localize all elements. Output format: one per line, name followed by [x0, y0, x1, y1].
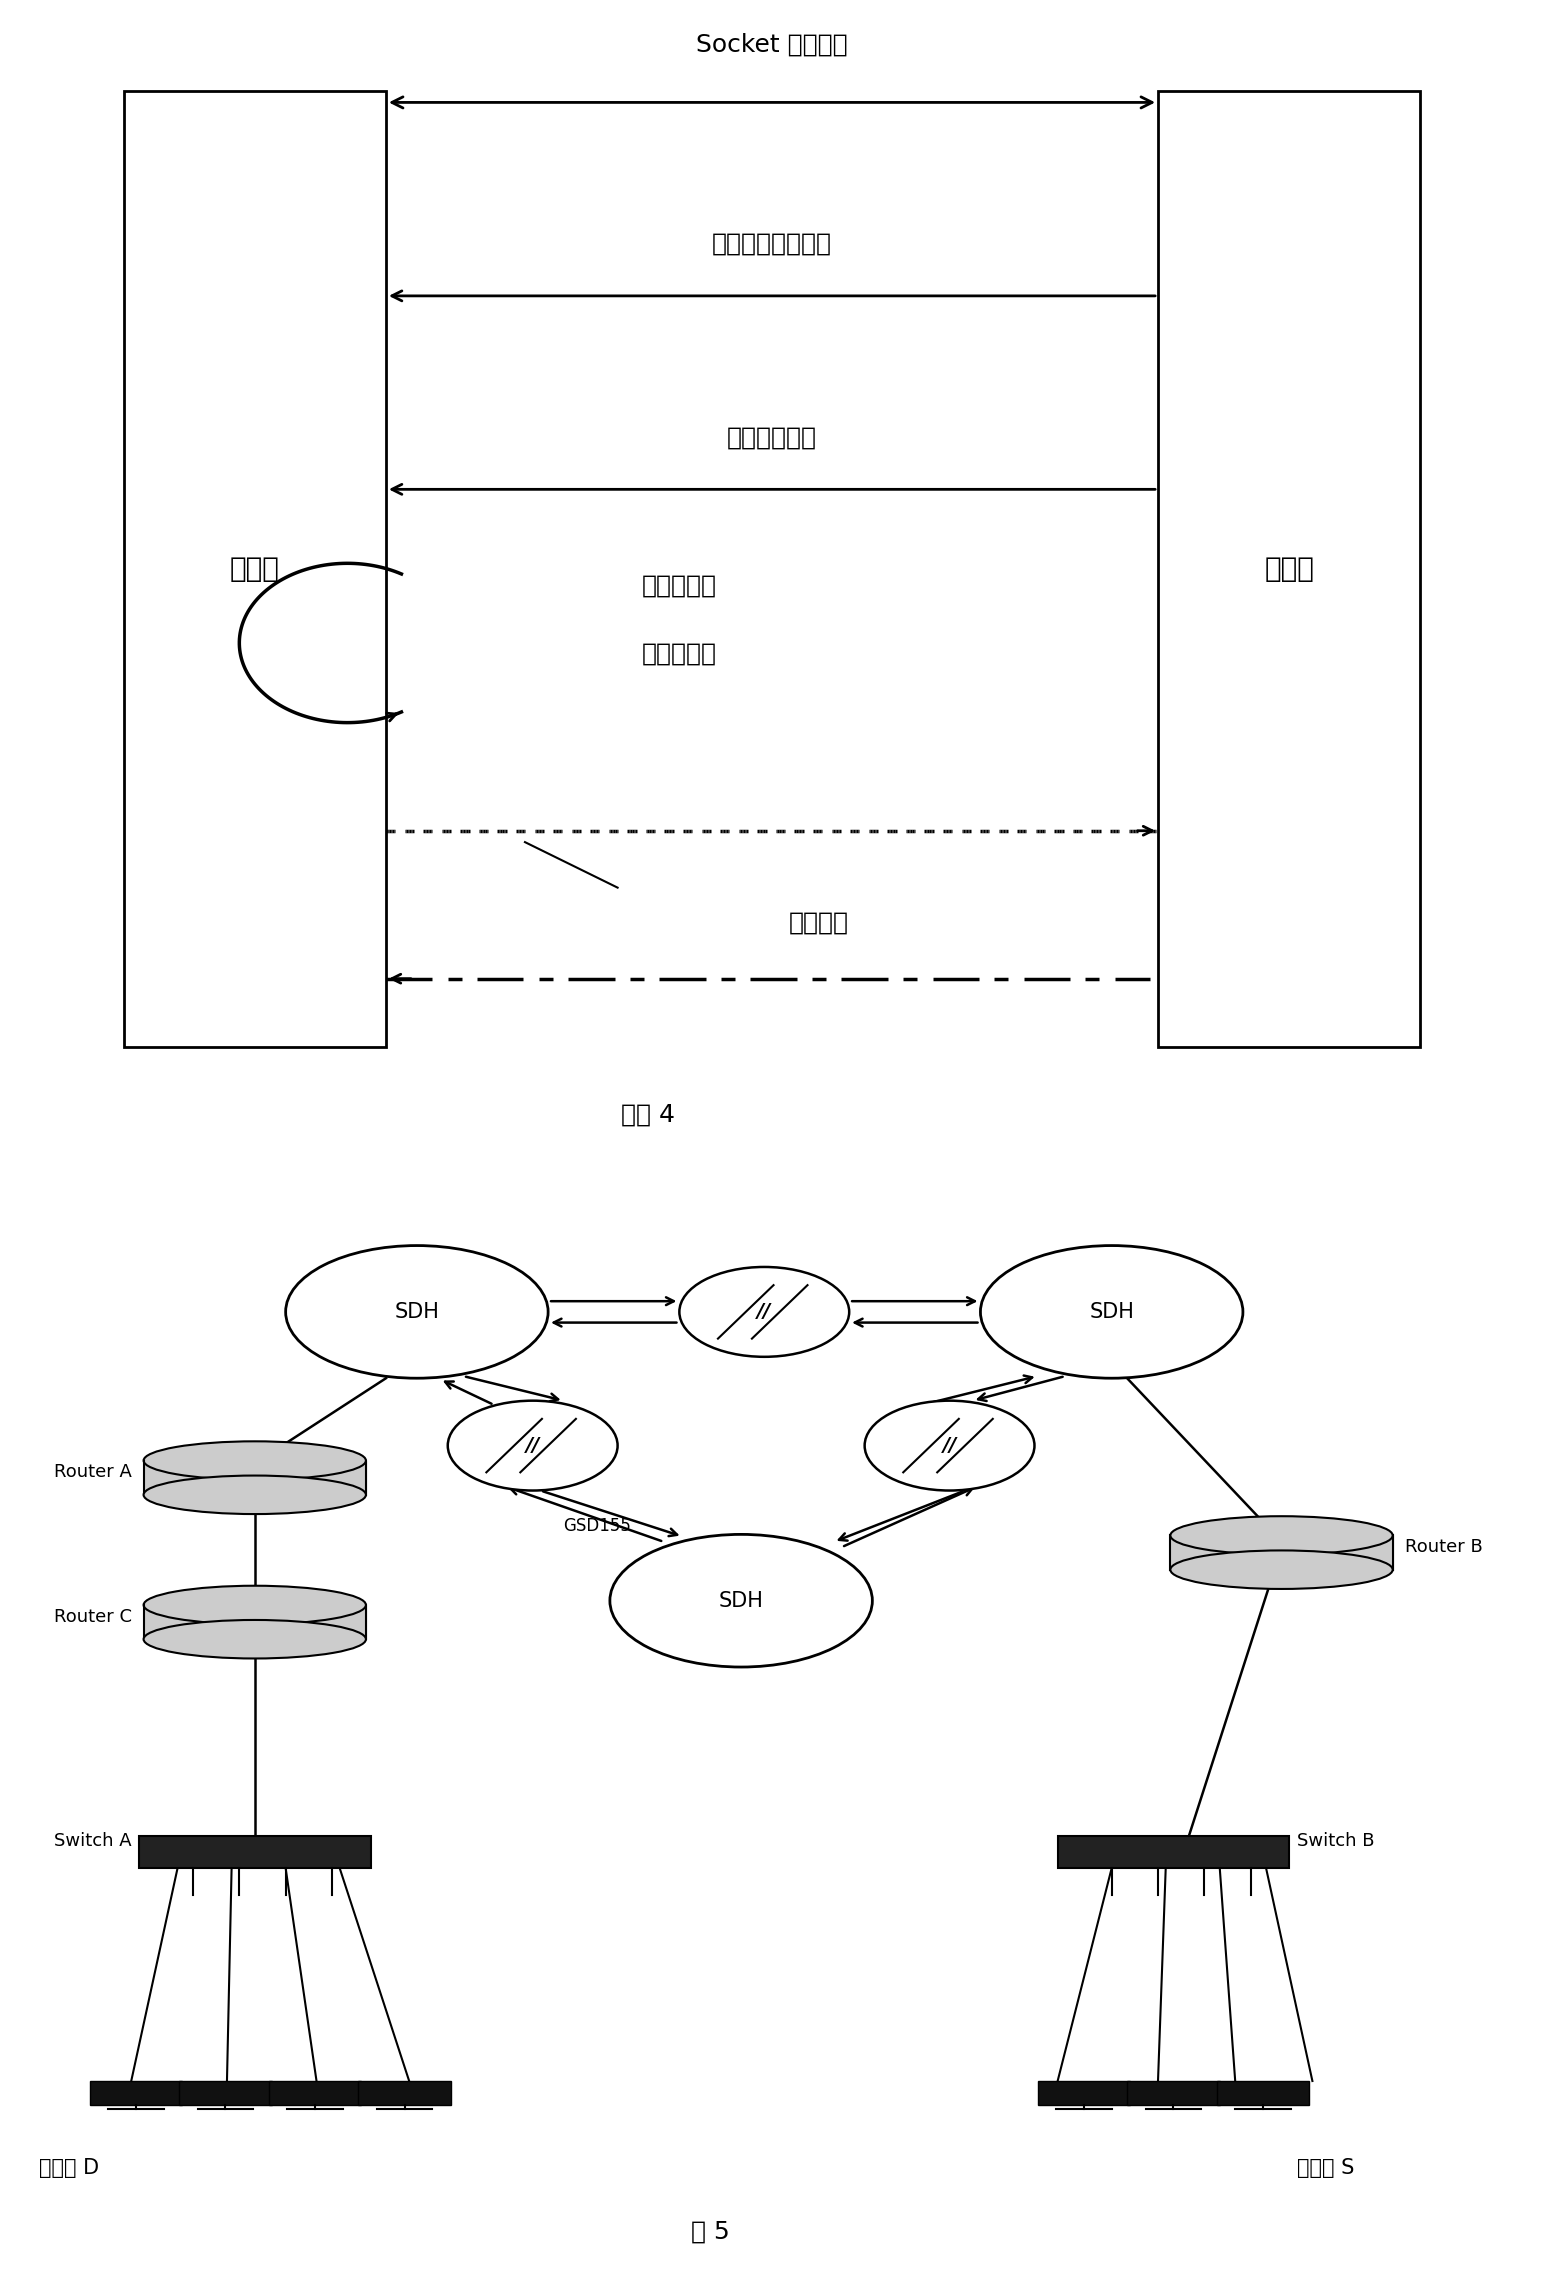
Ellipse shape — [144, 1441, 366, 1479]
Ellipse shape — [865, 1400, 1034, 1491]
Text: Socket 建立连接: Socket 建立连接 — [696, 32, 848, 57]
Ellipse shape — [144, 1475, 366, 1514]
Text: 号计算带宽: 号计算带宽 — [642, 642, 716, 667]
Text: Switch A: Switch A — [54, 1832, 131, 1850]
Text: ．图 4: ．图 4 — [622, 1102, 675, 1127]
Text: //: // — [942, 1436, 957, 1454]
Text: 发送端: 发送端 — [1265, 555, 1314, 583]
Ellipse shape — [144, 1586, 366, 1625]
Text: Router A: Router A — [54, 1463, 131, 1482]
Bar — [1038, 2080, 1130, 2105]
Ellipse shape — [1170, 1550, 1393, 1589]
Text: //: // — [757, 1302, 772, 1322]
Text: Switch B: Switch B — [1297, 1832, 1374, 1850]
Bar — [358, 2080, 451, 2105]
Bar — [269, 2080, 361, 2105]
Ellipse shape — [144, 1621, 366, 1659]
Text: Router B: Router B — [1405, 1539, 1482, 1557]
Bar — [1217, 2080, 1309, 2105]
Text: GSD155: GSD155 — [564, 1516, 631, 1534]
Ellipse shape — [286, 1245, 548, 1379]
Text: //: // — [525, 1436, 540, 1454]
Bar — [179, 2080, 272, 2105]
Bar — [139, 1837, 371, 1869]
Ellipse shape — [448, 1400, 618, 1491]
Bar — [124, 91, 386, 1047]
Text: 发送端 S: 发送端 S — [1297, 2158, 1354, 2178]
Text: Router C: Router C — [54, 1607, 133, 1625]
Ellipse shape — [610, 1534, 872, 1666]
Text: 是否变速: 是否变速 — [789, 910, 848, 935]
Text: SDH: SDH — [718, 1591, 764, 1611]
Text: 接收端: 接收端 — [230, 555, 279, 583]
Text: 图 5: 图 5 — [690, 2219, 730, 2244]
Bar — [1127, 2080, 1220, 2105]
Bar — [1058, 1837, 1289, 1869]
Ellipse shape — [1170, 1516, 1393, 1555]
Ellipse shape — [980, 1245, 1243, 1379]
Bar — [90, 2080, 182, 2105]
Text: 确定网络链路跳数: 确定网络链路跳数 — [712, 232, 832, 257]
Text: 发送探测包列: 发送探测包列 — [727, 426, 817, 451]
Text: SDH: SDH — [394, 1302, 440, 1322]
Ellipse shape — [679, 1268, 849, 1356]
Text: 产生中断信: 产生中断信 — [642, 574, 716, 599]
Bar — [1158, 91, 1420, 1047]
Text: SDH: SDH — [1089, 1302, 1135, 1322]
Text: 接收端 D: 接收端 D — [39, 2158, 99, 2178]
